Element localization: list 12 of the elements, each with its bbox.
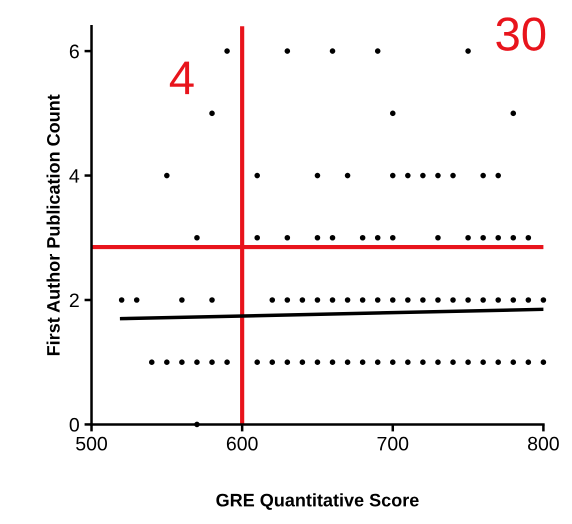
x-tick-label: 700 (378, 436, 408, 451)
annotation: 4 (170, 62, 194, 94)
x-tick-label: 600 (226, 436, 258, 451)
y-tick-label: 2 (70, 293, 79, 308)
y-axis-title: First Author Publication Count (46, 94, 60, 356)
x-tick-label: 800 (528, 436, 559, 451)
y-tick-label: 4 (69, 169, 80, 183)
annotation: 30 (496, 17, 546, 51)
y-tick-label: 6 (70, 44, 79, 58)
x-tick-label: 500 (76, 436, 107, 451)
x-axis-title: GRE Quantitative Score (216, 493, 419, 510)
y-tick-label: 0 (70, 418, 79, 432)
